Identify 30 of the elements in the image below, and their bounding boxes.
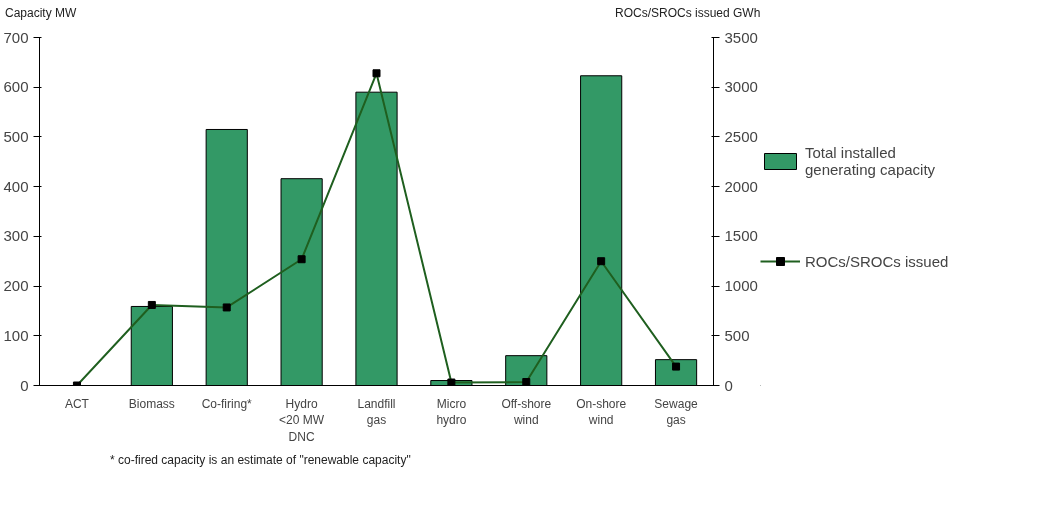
text: * co-fired capacity is an estimate of "renewable capacity" [110,452,411,470]
x-tick-label: Micro hydro [436,396,467,428]
y2-tick-label: 2500 [724,128,758,146]
y-tick-label: 0 [20,376,29,394]
y2-tick-label: 0 [724,376,733,394]
x-tick-label: Co-firing* [201,396,253,411]
y-tick-label: 700 [3,28,29,46]
x-tick-label: Off-shore wind [501,396,552,428]
y2-tick-label: 2000 [724,177,758,195]
y2-axis-title: ROCs/SROCs issued GWh [615,5,761,22]
legend-label: ROCs/SROCs issued [805,251,949,272]
y-tick-label: 200 [3,277,29,295]
y2-tick-label: 1500 [724,227,758,245]
y-axis-title: Capacity MW [5,5,77,22]
y2-tick-label: 3000 [724,78,758,96]
y2-tick-label: 500 [724,326,750,344]
y-tick-label: 600 [3,78,29,96]
y-tick-label: 300 [3,227,29,245]
legend-label: Total installed generating capacity [805,143,936,181]
x-tick-label: Landfill gas [357,396,396,428]
y2-tick-label: 3500 [724,28,758,46]
x-tick-label: On-shore wind [576,396,627,428]
y2-tick-label: 1000 [724,277,758,295]
y-tick-label: 500 [3,128,29,146]
x-tick-label: Sewage gas [654,396,699,428]
y-tick-label: 100 [3,326,29,344]
x-tick-label: ACT [64,396,90,411]
x-tick-label: Biomass [128,396,175,411]
x-tick-label: Hydro <20 MW DNC [279,396,325,445]
y-tick-label: 400 [3,177,29,195]
